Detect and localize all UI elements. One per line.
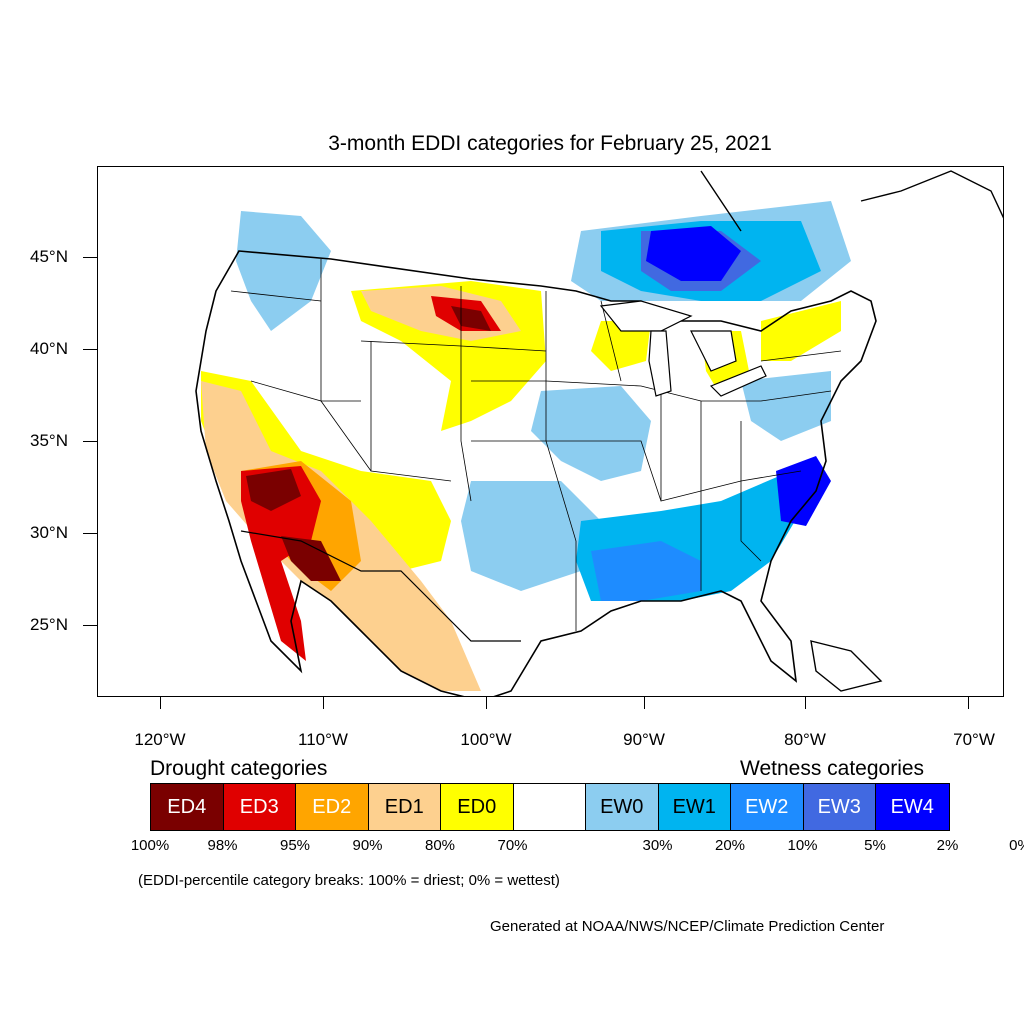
percentile-label: 90%: [352, 837, 383, 854]
legend-box-ed4: ED4: [151, 784, 224, 830]
lat-tick: [83, 257, 97, 258]
lat-tick: [83, 441, 97, 442]
lat-label-35: 35°N: [30, 431, 68, 450]
percentile-label: 95%: [279, 837, 311, 854]
percentile-label: 100%: [130, 837, 170, 854]
hudson-area: [700, 170, 742, 232]
lake-huron: [690, 330, 737, 372]
ew4-region-north: [646, 226, 741, 281]
legend-box-ew4: EW4: [876, 784, 949, 830]
lon-tick: [323, 697, 324, 709]
lon-tick: [160, 697, 161, 709]
legend-box-ed3: ED3: [223, 784, 296, 830]
ew4-region-carolina: [776, 456, 831, 526]
legend-box-ed2: ED2: [296, 784, 369, 830]
legend-box-ew3: EW3: [803, 784, 876, 830]
lon-label-120: 120°W: [134, 730, 186, 749]
map-title: 3-month EDDI categories for February 25,…: [328, 132, 772, 155]
legend-box-ed0: ED0: [441, 784, 514, 830]
percentile-label: 98%: [207, 837, 238, 854]
drought-heading: Drought categories: [150, 757, 328, 780]
percentile-label: 20%: [714, 837, 746, 854]
percentile-label: 5%: [864, 837, 886, 854]
percentile-label: 30%: [642, 837, 673, 854]
lake-superior: [599, 300, 693, 332]
lat-label-25: 25°N: [30, 615, 68, 634]
lon-tick: [805, 697, 806, 709]
mexico-border: [240, 530, 521, 642]
legend-box-ed1: ED1: [368, 784, 441, 830]
lon-tick: [486, 697, 487, 709]
percentile-label: 0%: [1009, 837, 1024, 854]
lat-label-40: 40°N: [30, 339, 68, 358]
ew0-region-midwest: [531, 386, 651, 481]
lat-tick: [83, 625, 97, 626]
category-legend: ED4 ED3 ED2 ED1 ED0 EW0 EW1 EW2 EW3 EW4: [150, 783, 950, 831]
legend-box-neutral: [513, 784, 586, 830]
legend-box-ew2: EW2: [731, 784, 804, 830]
category-note: (EDDI-percentile category breaks: 100% =…: [138, 872, 560, 889]
lon-tick: [968, 697, 969, 709]
lat-tick: [83, 533, 97, 534]
wetness-heading: Wetness categories: [740, 757, 925, 780]
map-area: [97, 166, 1004, 697]
lat-tick: [83, 349, 97, 350]
percentile-label: 10%: [787, 837, 818, 854]
legend-box-ew1: EW1: [658, 784, 731, 830]
ew0-region-northeast: [741, 371, 831, 441]
cuba-bahamas: [810, 640, 883, 692]
lake-erie: [709, 365, 767, 397]
state-borders: [230, 259, 842, 631]
percentile-label: 80%: [424, 837, 456, 854]
lon-label-70: 70°W: [953, 730, 995, 749]
ew0-region-northwest: [236, 211, 331, 331]
legend-box-ew0: EW0: [586, 784, 659, 830]
lat-label-45: 45°N: [30, 247, 68, 266]
ed0-region-newyork: [761, 301, 841, 361]
coastline: [195, 250, 877, 696]
ed4-region-arizona: [246, 469, 301, 511]
lake-michigan: [648, 330, 672, 397]
ed4-region-sonora: [281, 536, 341, 581]
lon-label-80: 80°W: [784, 730, 826, 749]
ew2-region-gulf: [591, 541, 701, 601]
percentile-label: 2%: [936, 837, 959, 854]
lon-label-100: 100°W: [460, 730, 512, 749]
canada-coast: [860, 170, 1003, 219]
lon-label-110: 110°W: [298, 730, 348, 749]
conus-map: [195, 170, 1003, 696]
lon-label-90: 90°W: [623, 730, 665, 749]
lat-label-30: 30°N: [30, 523, 68, 542]
ed3-region-southwest: [241, 466, 321, 661]
credit-text: Generated at NOAA/NWS/NCEP/Climate Predi…: [490, 918, 885, 935]
ed0-region-greatlakes: [591, 321, 651, 371]
lon-tick: [644, 697, 645, 709]
percentile-label: 70%: [497, 837, 528, 854]
